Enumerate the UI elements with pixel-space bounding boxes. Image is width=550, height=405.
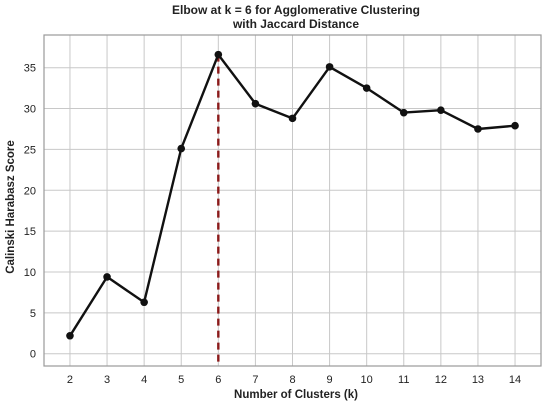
grid bbox=[44, 35, 541, 366]
data-point bbox=[437, 106, 445, 114]
y-tick-label: 15 bbox=[24, 226, 36, 238]
y-tick-label: 5 bbox=[30, 308, 36, 320]
y-tick-label: 0 bbox=[30, 349, 36, 361]
y-tick-label: 30 bbox=[24, 104, 36, 116]
data-point bbox=[251, 99, 260, 108]
series-layer bbox=[66, 50, 519, 366]
y-tick-label: 35 bbox=[24, 63, 36, 75]
x-tick-label: 10 bbox=[361, 374, 373, 386]
data-point bbox=[325, 63, 334, 71]
x-tick-label: 12 bbox=[435, 374, 447, 386]
data-point bbox=[362, 84, 371, 92]
data-point bbox=[474, 125, 482, 133]
x-tick-label: 2 bbox=[67, 374, 73, 386]
data-point bbox=[103, 273, 111, 281]
x-tick-label: 7 bbox=[252, 374, 258, 386]
x-tick-label: 6 bbox=[215, 374, 221, 386]
x-tick-label: 3 bbox=[104, 374, 110, 386]
x-tick-label: 13 bbox=[472, 374, 484, 386]
data-point bbox=[511, 121, 519, 130]
data-point bbox=[399, 108, 408, 117]
x-tick-label: 8 bbox=[289, 374, 295, 386]
data-point bbox=[66, 331, 74, 340]
data-point bbox=[140, 298, 148, 307]
plot-frame bbox=[43, 34, 542, 367]
x-tick-label: 4 bbox=[141, 374, 147, 386]
x-tick-label: 5 bbox=[178, 374, 184, 386]
y-tick-label: 25 bbox=[24, 144, 36, 156]
data-point bbox=[288, 114, 297, 123]
data-point bbox=[214, 50, 223, 59]
x-axis-label: Number of Clusters (k) bbox=[234, 389, 358, 401]
y-axis-label: Calinski Harabasz Score bbox=[5, 140, 17, 274]
x-tick-label: 11 bbox=[398, 374, 409, 386]
x-tick-label: 9 bbox=[327, 374, 333, 386]
chart-title-line-1: Elbow at k = 6 for Agglomerative Cluster… bbox=[172, 3, 420, 17]
chart-title-line-2: with Jaccard Distance bbox=[232, 17, 359, 31]
y-tick-label: 10 bbox=[24, 267, 36, 279]
x-tick-label: 14 bbox=[509, 374, 521, 386]
data-point bbox=[177, 144, 186, 153]
tick-labels: 2 3 4 5 6 7 8 9 10 11 12 13 14 0 5 10 15 20 25 30 35 bbox=[24, 63, 521, 386]
y-tick-label: 20 bbox=[24, 185, 36, 197]
